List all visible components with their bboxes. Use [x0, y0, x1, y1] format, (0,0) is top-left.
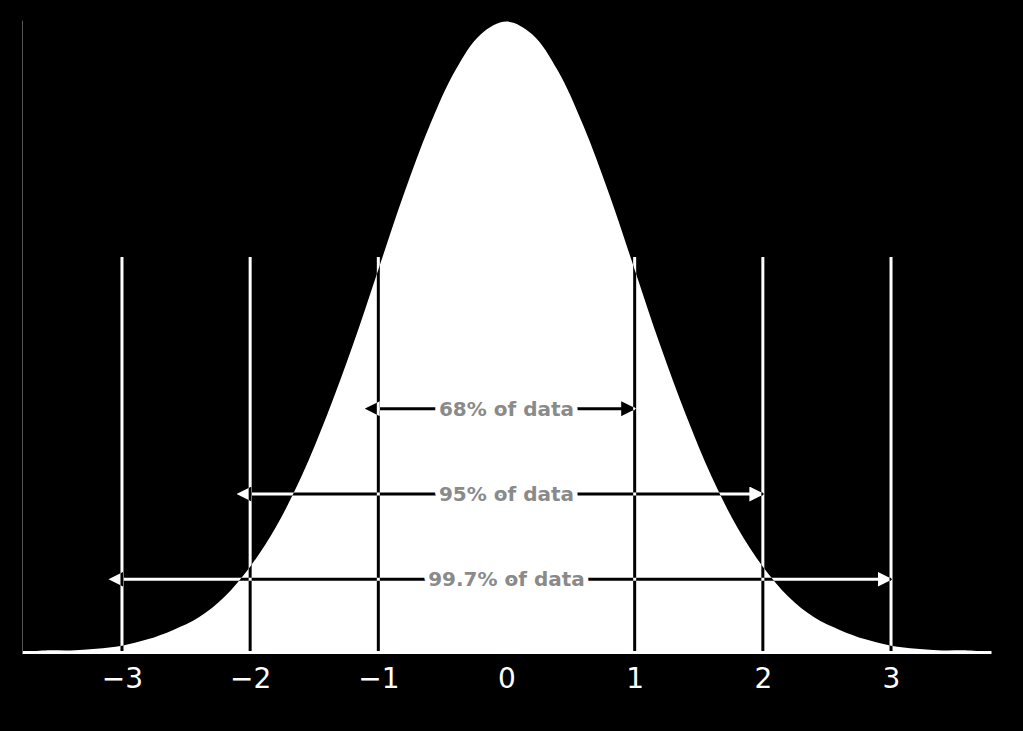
chart: −3 −2 −1 0 1 2 3 68% of data 95% of data 99.7% of… [0, 0, 1023, 731]
x-tick-label: −1 [358, 662, 399, 695]
reference-line [890, 257, 893, 652]
x-axis: −3 −2 −1 0 1 2 3 [23, 652, 992, 695]
marks [22, 22, 991, 652]
x-tick: −2 [230, 652, 271, 695]
reference-line [377, 257, 380, 652]
annotations: 68% of data 95% of data 99.7% of data [428, 397, 585, 592]
reference-line [761, 257, 764, 652]
x-tick: 0 [498, 652, 516, 695]
reference-line [120, 257, 123, 652]
x-tick: 3 [883, 652, 901, 695]
x-tick: −1 [358, 652, 399, 695]
density-area [22, 22, 991, 652]
x-tick-label: 1 [626, 662, 644, 695]
x-tick: −3 [102, 652, 143, 695]
x-tick-label: −3 [102, 662, 143, 695]
y-axis-line [22, 21, 23, 653]
annotation-label: 99.7% of data [428, 567, 585, 591]
reference-line [249, 257, 252, 652]
x-tick-label: −2 [230, 662, 271, 695]
x-tick-label: 0 [498, 662, 516, 695]
reference-line [633, 257, 636, 652]
annotation-label: 95% of data [439, 482, 574, 506]
x-tick: 1 [626, 652, 644, 695]
x-tick-label: 2 [754, 662, 772, 695]
plot: −3 −2 −1 0 1 2 3 68% of data 95% of data 99.7% of… [19, 21, 993, 695]
y-axis [22, 21, 23, 653]
x-tick: 2 [754, 652, 772, 695]
x-tick-label: 3 [883, 662, 901, 695]
annotation-label: 68% of data [439, 397, 574, 421]
x-axis-line [23, 651, 992, 654]
